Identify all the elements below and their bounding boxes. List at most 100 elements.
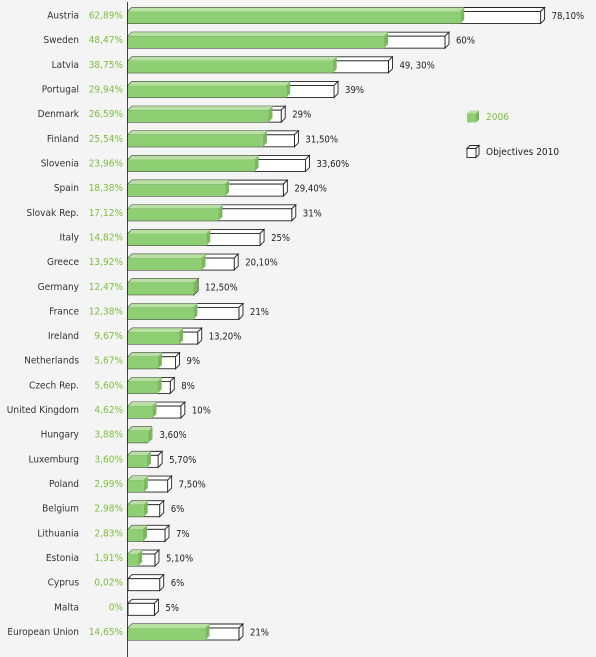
bar-2006 (128, 254, 206, 271)
bar-2006 (128, 402, 157, 419)
bar-2006 (128, 377, 162, 394)
value-label-2010: 21% (250, 307, 269, 318)
bar-2006 (128, 352, 162, 369)
bar-2006 (128, 451, 152, 468)
category-label: Spain (54, 183, 79, 194)
bar-2006-front (128, 282, 194, 295)
bar-2006-front (128, 430, 149, 443)
category-label: Portugal (42, 84, 79, 95)
bar-2006-top (128, 130, 267, 135)
bar-2006-top (128, 377, 162, 382)
legend-item-2010: Objectives 2010 (465, 144, 559, 159)
bar-row (126, 425, 153, 444)
bar-2006-top (128, 426, 153, 431)
category-label: Italy (59, 232, 79, 243)
bar-2006 (128, 426, 153, 443)
bar-row (126, 573, 165, 592)
bar-2006 (128, 500, 148, 517)
bar-2006-side (201, 254, 206, 271)
category-label: United Kingdom (7, 405, 79, 416)
bar-row (126, 277, 200, 296)
value-label-2006: 29,94% (89, 84, 124, 95)
value-label-2010: 31,50% (305, 134, 338, 145)
bar-2006-front (128, 208, 219, 221)
bar-2006-front (128, 11, 461, 24)
value-label-2006: 3,60% (94, 454, 123, 465)
category-label: Denmark (38, 109, 80, 120)
bar-2006-side (143, 476, 148, 493)
value-label-2010: 31% (303, 208, 322, 219)
bar-2006-top (128, 500, 148, 505)
category-label: Lithuania (37, 528, 79, 539)
value-label-2010: 5,10% (166, 554, 193, 565)
bar-row (126, 524, 171, 543)
bar-2010 (126, 573, 165, 592)
bar-2006 (128, 229, 211, 246)
bar-2006-side (262, 130, 267, 147)
legend-swatch-side (476, 110, 479, 123)
bar-2006-side (254, 155, 259, 172)
value-label-2006: 2,83% (94, 528, 123, 539)
value-label-2006: 14,82% (89, 232, 124, 243)
bar-2006 (128, 278, 198, 295)
bar-row (126, 80, 340, 99)
value-label-2010: 6% (171, 578, 185, 589)
category-label: Greece (47, 257, 79, 268)
category-label: Cyprus (48, 578, 80, 589)
category-label: Slovak Rep. (26, 208, 79, 219)
bar-2006-side (286, 81, 291, 98)
bar-2006-front (128, 159, 255, 172)
bar-2006-side (225, 180, 230, 197)
value-label-2006: 12,47% (89, 282, 124, 293)
bar-2006-front (128, 504, 144, 517)
category-label: Czech Rep. (29, 380, 79, 391)
bar-2006 (128, 32, 389, 49)
bar-row (126, 228, 266, 247)
bar-2006 (128, 56, 337, 73)
legend-label: Objectives 2010 (486, 147, 559, 158)
bar-2006-side (193, 303, 198, 320)
bar-2006-side (218, 204, 223, 221)
value-label-2006: 48,47% (89, 35, 124, 46)
bar-2006-front (128, 332, 180, 345)
bar-2006-front (128, 480, 144, 493)
bar-row (126, 105, 287, 124)
value-label-2006: 17,12% (89, 208, 124, 219)
category-label: Latvia (52, 60, 79, 71)
bar-2006-top (128, 155, 259, 160)
bar-2006-side (332, 56, 337, 73)
category-label: Finland (47, 134, 79, 145)
value-label-2006: 9,67% (94, 331, 123, 342)
bar-2006-side (147, 451, 152, 468)
category-label: Germany (38, 282, 80, 293)
value-label-2006: 12,38% (89, 306, 124, 317)
bar-row (126, 31, 451, 50)
value-label-2006: 5,67% (94, 356, 123, 367)
bar-2006-front (128, 406, 153, 419)
bar-2010-top (126, 598, 160, 604)
value-label-2010: 13,20% (209, 332, 242, 343)
bar-row (126, 474, 173, 494)
bar-2006-top (128, 7, 465, 12)
bar-2006 (128, 525, 147, 542)
bar-2006-front (128, 60, 333, 73)
category-label: Belgium (42, 504, 79, 515)
bar-2006-front (128, 554, 139, 567)
bar-2006-front (128, 233, 207, 246)
bar-2006-front (128, 184, 226, 197)
bar-2010-front (127, 602, 155, 616)
bar-2006-top (128, 303, 198, 308)
value-label-2006: 2,99% (94, 479, 123, 490)
value-label-2010: 29% (292, 110, 311, 121)
value-label-2006: 62,89% (89, 11, 124, 22)
value-label-2010: 39% (345, 85, 364, 96)
bar-row (126, 154, 311, 173)
bar-row (126, 302, 245, 321)
bar-row (126, 548, 161, 568)
bar-2006-front (128, 258, 202, 271)
bar-2006-front (128, 110, 269, 123)
legend-label: 2006 (486, 112, 509, 123)
bar-2006-side (460, 7, 465, 24)
category-label: Austria (47, 11, 79, 22)
